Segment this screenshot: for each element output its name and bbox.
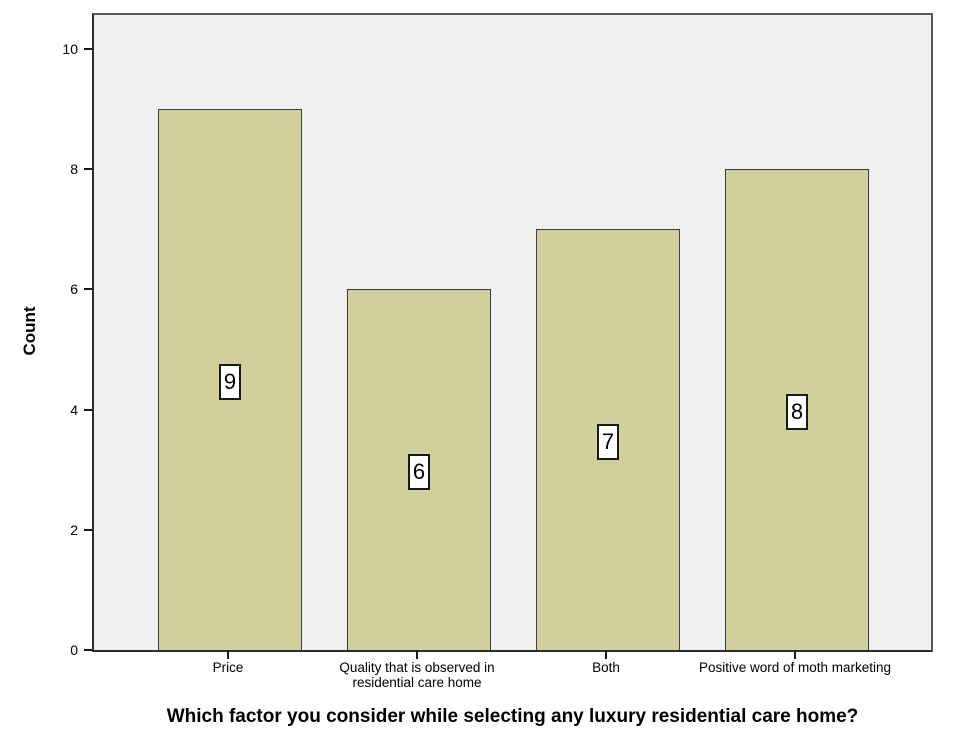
bar-value-label: 8 — [786, 393, 808, 430]
y-tick-label: 2 — [70, 521, 78, 538]
x-category-label: Price — [212, 660, 244, 675]
plot-area: 9 6 7 8 — [92, 13, 933, 652]
y-axis-title: Count — [20, 306, 39, 356]
x-tick-mark — [605, 650, 607, 659]
x-category-label: Positive word of moth marketing — [698, 660, 892, 675]
y-tick-mark — [84, 408, 92, 411]
bar-value-label: 9 — [219, 363, 241, 400]
y-tick-label: 8 — [70, 161, 78, 178]
y-tick-mark — [84, 168, 92, 171]
bar-value-label: 6 — [408, 453, 430, 490]
x-category-label: Both — [592, 660, 620, 675]
y-tick-mark — [84, 288, 92, 291]
y-tick-label: 10 — [62, 41, 78, 57]
bar-value-label: 7 — [597, 423, 619, 460]
y-tick-label: 6 — [70, 281, 78, 298]
x-category-label: Quality that is observed in residential … — [339, 660, 495, 690]
x-tick-mark — [794, 650, 796, 659]
y-tick-label: 0 — [70, 642, 78, 658]
x-tick-mark — [227, 650, 229, 659]
y-tick-mark — [84, 48, 92, 50]
y-tick-mark — [84, 649, 92, 651]
x-axis-title: Which factor you consider while selectin… — [166, 706, 859, 727]
y-tick-label: 4 — [70, 401, 78, 418]
x-tick-mark — [416, 650, 418, 659]
y-tick-mark — [84, 528, 92, 531]
